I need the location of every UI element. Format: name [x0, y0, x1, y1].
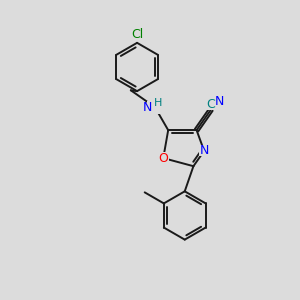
Text: C: C	[206, 98, 215, 111]
Text: N: N	[200, 144, 209, 158]
Text: N: N	[143, 101, 153, 114]
Bar	[199, 145, 210, 157]
Bar	[158, 152, 169, 164]
Bar	[147, 100, 163, 114]
Bar	[130, 29, 144, 40]
Bar	[204, 95, 218, 110]
Text: N: N	[214, 95, 224, 108]
Text: O: O	[158, 152, 168, 165]
Text: H: H	[154, 98, 163, 108]
Text: Cl: Cl	[131, 28, 143, 41]
